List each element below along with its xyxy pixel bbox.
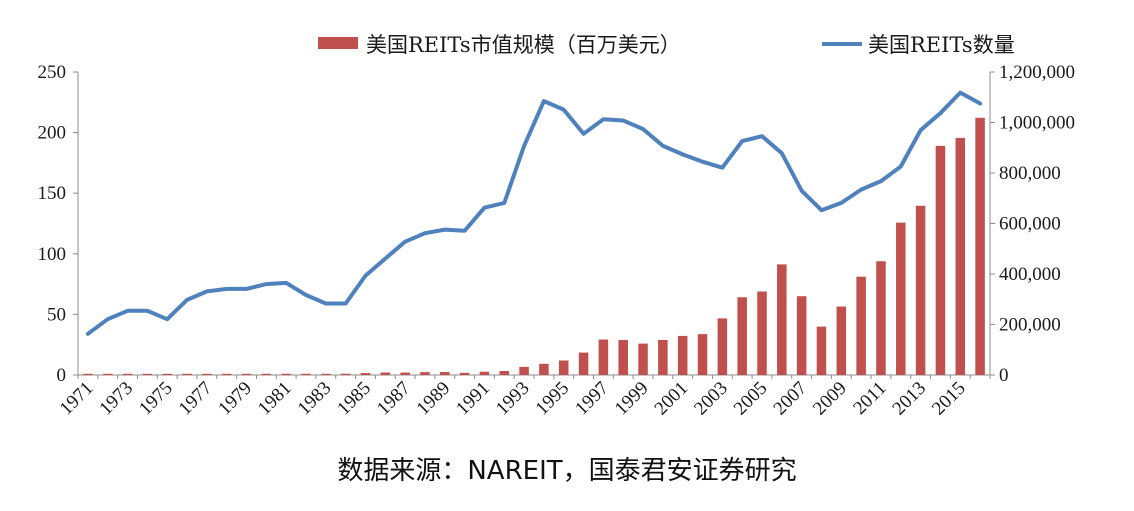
- bar: [658, 339, 668, 375]
- bar: [598, 339, 609, 375]
- bar: [202, 373, 212, 375]
- bar: [241, 373, 252, 375]
- y-left-tick-label: 0: [57, 365, 67, 386]
- bar: [281, 373, 291, 375]
- x-tick-label: 2005: [730, 378, 772, 420]
- bar: [122, 373, 133, 375]
- bar: [83, 373, 93, 375]
- x-tick-label: 1977: [175, 378, 217, 420]
- y-right-tick-label: 1,200,000: [999, 62, 1075, 83]
- bar: [757, 291, 767, 375]
- x-tick-label: 1985: [333, 378, 375, 420]
- x-tick-label: 1997: [571, 378, 613, 420]
- x-tick-label: 2013: [888, 378, 930, 420]
- x-tick-label: 1975: [135, 378, 177, 420]
- bar: [182, 373, 192, 375]
- bar: [717, 318, 728, 375]
- series-line: [85, 90, 983, 336]
- y-left-tick-label: 150: [38, 183, 67, 204]
- x-tick-label: 1981: [254, 378, 296, 420]
- bar: [638, 343, 648, 375]
- y-left-tick-label: 250: [38, 62, 67, 83]
- x-tick-label: 1991: [452, 378, 494, 420]
- x-tick-label: 2015: [928, 378, 970, 420]
- bar: [836, 306, 847, 375]
- x-tick-label: 1979: [214, 378, 256, 420]
- bar: [777, 264, 787, 375]
- bar: [955, 137, 966, 375]
- bar: [261, 373, 272, 375]
- bar: [440, 372, 450, 375]
- bar: [420, 372, 430, 375]
- bar: [935, 145, 946, 375]
- bar: [400, 372, 410, 375]
- bar: [618, 339, 628, 375]
- source-note: 数据来源：NAREIT，国泰君安证券研究: [337, 456, 797, 486]
- bar: [102, 373, 113, 375]
- x-tick-label: 2011: [849, 378, 890, 419]
- bar: [896, 222, 906, 375]
- bar: [301, 373, 311, 375]
- legend-swatch-bar: [318, 37, 358, 49]
- x-tick-label: 1989: [413, 378, 455, 420]
- bar: [479, 371, 490, 375]
- y-left-tick-label: 100: [38, 244, 67, 265]
- bar: [380, 372, 391, 375]
- x-tick-label: 1995: [532, 378, 574, 420]
- y-right-tick-label: 1,000,000: [999, 113, 1075, 134]
- bar: [856, 276, 866, 375]
- y-left-tick-label: 50: [47, 304, 66, 325]
- legend-label-bar: 美国REITs市值规模（百万美元）: [366, 33, 681, 57]
- bar: [519, 366, 529, 375]
- bar: [321, 373, 331, 375]
- bar: [677, 335, 688, 375]
- x-tick-label: 1987: [373, 378, 415, 420]
- bar: [459, 372, 470, 375]
- x-tick-label: 2009: [809, 378, 851, 420]
- bar: [142, 373, 153, 375]
- bar: [816, 326, 827, 375]
- bar: [697, 334, 708, 375]
- bar: [737, 297, 747, 375]
- legend: 美国REITs市值规模（百万美元） 美国REITs数量: [318, 33, 1015, 57]
- bar: [539, 363, 549, 375]
- y-left-tick-label: 200: [38, 123, 67, 144]
- y-right-tick-label: 400,000: [999, 264, 1061, 285]
- bar: [578, 352, 589, 375]
- y-right-tick-label: 600,000: [999, 214, 1061, 235]
- x-tick-label: 1999: [611, 378, 653, 420]
- x-tick-label: 2001: [651, 378, 693, 420]
- x-tick-label: 1993: [492, 378, 534, 420]
- bar: [499, 370, 510, 375]
- x-tick-label: 2007: [769, 378, 811, 420]
- x-tick-label: 1983: [294, 378, 336, 420]
- chart: 美国REITs市值规模（百万美元） 美国REITs数量 0 50 100 150 200…: [38, 33, 1076, 420]
- y-right-tick-label: 800,000: [999, 163, 1061, 184]
- bar: [796, 296, 807, 375]
- bar: [975, 117, 985, 375]
- x-tick-label: 2003: [690, 378, 732, 420]
- x-tick-label: 1973: [95, 378, 137, 420]
- bar: [915, 205, 926, 375]
- bar: [340, 373, 351, 375]
- bar: [162, 373, 172, 375]
- y-right-tick-label: 0: [999, 365, 1009, 386]
- legend-label-line: 美国REITs数量: [868, 33, 1015, 57]
- bar: [876, 261, 886, 375]
- bar: [558, 360, 569, 375]
- bar: [221, 373, 232, 375]
- bar: [360, 373, 371, 375]
- y-right-tick-label: 200,000: [999, 315, 1061, 336]
